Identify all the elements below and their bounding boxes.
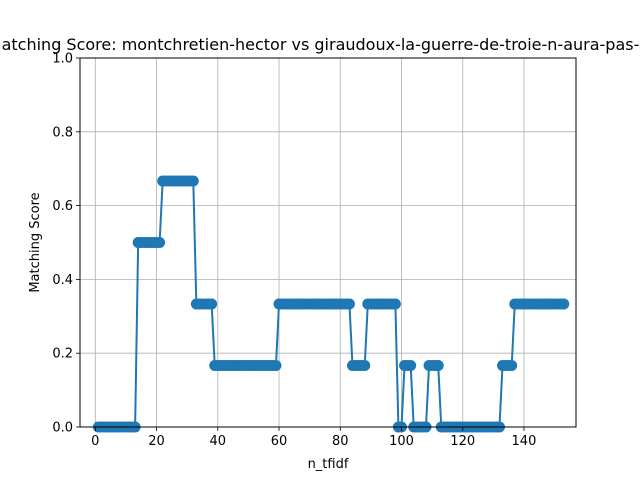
data-point [270, 359, 282, 371]
x-tick-label: 80 [332, 434, 349, 449]
x-tick-label: 40 [210, 434, 227, 449]
data-point [206, 298, 218, 310]
data-point [405, 359, 417, 371]
x-tick-label: 120 [450, 434, 475, 449]
data-point [558, 298, 570, 310]
data-point [343, 298, 355, 310]
y-tick-label: 0.2 [52, 347, 73, 362]
y-tick-label: 1.0 [52, 52, 73, 67]
x-tick-label: 60 [271, 434, 288, 449]
x-tick-label: 100 [389, 434, 414, 449]
y-tick-label: 0.0 [52, 421, 73, 436]
data-point [187, 175, 199, 187]
y-axis-label: Matching Score [28, 192, 43, 292]
y-tick-label: 0.4 [52, 273, 73, 288]
series-matching-score [92, 175, 570, 433]
x-tick-label: 0 [91, 434, 99, 449]
y-tick-label: 0.6 [52, 199, 73, 214]
x-tick-label: 20 [148, 434, 165, 449]
chart-title: Matching Score: montchretien-hector vs g… [0, 35, 640, 54]
y-tick-label: 0.8 [52, 125, 73, 140]
axes-frame [79, 57, 577, 428]
ticks: 0 20 40 60 80 100 120 140 0.0 0.2 0.4 0.6 0.8 1.0 [52, 52, 536, 450]
x-tick-label: 140 [512, 434, 537, 449]
data-point [432, 359, 444, 371]
data-point [506, 359, 518, 371]
x-axis-label: n_tfidf [308, 457, 349, 472]
data-point [154, 237, 166, 248]
data-point [359, 359, 371, 371]
data-point [389, 298, 401, 310]
